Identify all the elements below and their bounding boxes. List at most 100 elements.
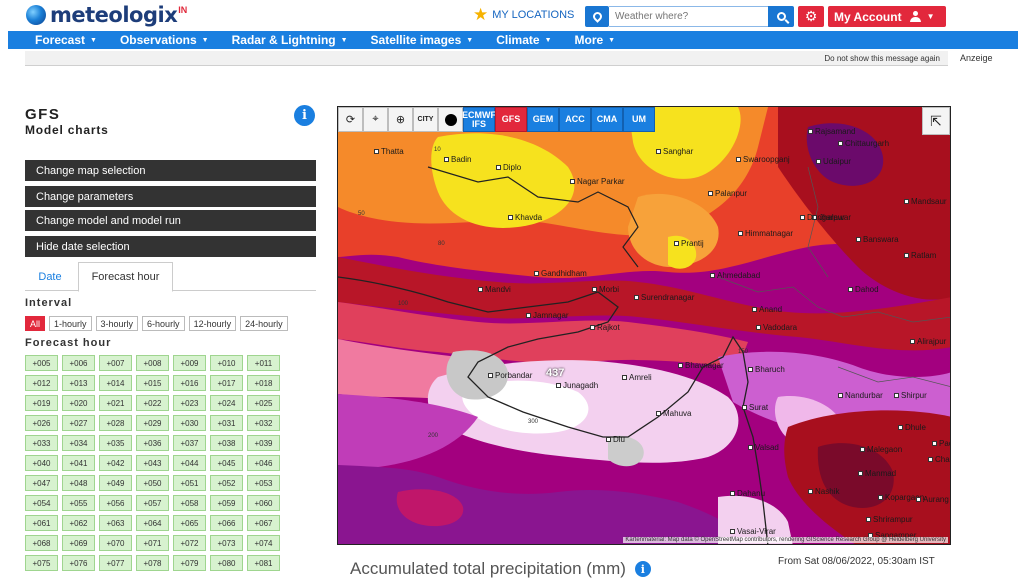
forecast-hour-button[interactable]: +011 <box>247 355 280 371</box>
search-button[interactable] <box>768 6 794 27</box>
nav-forecast[interactable]: Forecast ▼ <box>35 33 97 47</box>
interval-option[interactable]: All <box>25 316 46 331</box>
forecast-hour-button[interactable]: +006 <box>62 355 95 371</box>
forecast-hour-button[interactable]: +060 <box>247 495 280 511</box>
forecast-hour-button[interactable]: +069 <box>62 535 95 551</box>
forecast-hour-button[interactable]: +062 <box>62 515 95 531</box>
zoom-button[interactable]: ⊕ <box>388 107 413 132</box>
model-button[interactable]: GEM <box>527 107 559 132</box>
pin-button[interactable]: ⌖ <box>363 107 388 132</box>
forecast-hour-button[interactable]: +076 <box>62 555 95 571</box>
forecast-hour-button[interactable]: +049 <box>99 475 132 491</box>
forecast-hour-button[interactable]: +013 <box>62 375 95 391</box>
forecast-hour-button[interactable]: +042 <box>99 455 132 471</box>
forecast-hour-button[interactable]: +046 <box>247 455 280 471</box>
forecast-hour-button[interactable]: +063 <box>99 515 132 531</box>
model-button[interactable]: GFS <box>495 107 527 132</box>
forecast-hour-button[interactable]: +044 <box>173 455 206 471</box>
forecast-hour-button[interactable]: +064 <box>136 515 169 531</box>
forecast-hour-button[interactable]: +075 <box>25 555 58 571</box>
interval-option[interactable]: 6-hourly <box>142 316 185 331</box>
forecast-hour-button[interactable]: +038 <box>210 435 243 451</box>
forecast-hour-button[interactable]: +057 <box>136 495 169 511</box>
forecast-hour-button[interactable]: +047 <box>25 475 58 491</box>
forecast-hour-button[interactable]: +016 <box>173 375 206 391</box>
forecast-hour-button[interactable]: +074 <box>247 535 280 551</box>
forecast-hour-button[interactable]: +056 <box>99 495 132 511</box>
forecast-hour-button[interactable]: +012 <box>25 375 58 391</box>
forecast-hour-button[interactable]: +059 <box>210 495 243 511</box>
forecast-hour-button[interactable]: +067 <box>247 515 280 531</box>
forecast-hour-button[interactable]: +036 <box>136 435 169 451</box>
share-button[interactable]: ⇱ <box>922 107 950 135</box>
my-locations-link[interactable]: ★ MY LOCATIONS <box>473 6 574 23</box>
interval-option[interactable]: 1-hourly <box>49 316 92 331</box>
search-input[interactable] <box>609 6 769 27</box>
model-button[interactable]: UM <box>623 107 655 132</box>
settings-button[interactable]: ⚙ <box>798 6 824 27</box>
nav-more[interactable]: More ▼ <box>575 33 616 47</box>
forecast-hour-button[interactable]: +037 <box>173 435 206 451</box>
my-account-button[interactable]: My Account ▼ <box>828 6 946 27</box>
forecast-hour-button[interactable]: +040 <box>25 455 58 471</box>
change-model-button[interactable]: Change model and model run <box>25 210 316 231</box>
forecast-hour-button[interactable]: +033 <box>25 435 58 451</box>
forecast-hour-button[interactable]: +048 <box>62 475 95 491</box>
interval-option[interactable]: 3-hourly <box>95 316 139 331</box>
info-icon[interactable]: i <box>294 105 315 126</box>
interval-option[interactable]: 24-hourly <box>240 316 288 331</box>
forecast-hour-button[interactable]: +054 <box>25 495 58 511</box>
forecast-hour-button[interactable]: +039 <box>247 435 280 451</box>
change-parameters-button[interactable]: Change parameters <box>25 186 316 207</box>
forecast-hour-button[interactable]: +050 <box>136 475 169 491</box>
forecast-hour-button[interactable]: +019 <box>25 395 58 411</box>
forecast-hour-button[interactable]: +005 <box>25 355 58 371</box>
nav-climate[interactable]: Climate ▼ <box>496 33 551 47</box>
forecast-hour-button[interactable]: +008 <box>136 355 169 371</box>
forecast-hour-button[interactable]: +079 <box>173 555 206 571</box>
forecast-hour-button[interactable]: +065 <box>173 515 206 531</box>
forecast-hour-button[interactable]: +007 <box>99 355 132 371</box>
forecast-hour-button[interactable]: +028 <box>99 415 132 431</box>
forecast-hour-button[interactable]: +070 <box>99 535 132 551</box>
forecast-hour-button[interactable]: +017 <box>210 375 243 391</box>
forecast-hour-button[interactable]: +052 <box>210 475 243 491</box>
forecast-hour-button[interactable]: +021 <box>99 395 132 411</box>
forecast-hour-button[interactable]: +024 <box>210 395 243 411</box>
forecast-hour-button[interactable]: +053 <box>247 475 280 491</box>
forecast-hour-button[interactable]: +077 <box>99 555 132 571</box>
forecast-hour-button[interactable]: +009 <box>173 355 206 371</box>
forecast-hour-button[interactable]: +034 <box>62 435 95 451</box>
tab-forecast-hour[interactable]: Forecast hour <box>78 262 173 292</box>
location-pin-button[interactable] <box>585 6 609 27</box>
nav-satellite-images[interactable]: Satellite images ▼ <box>371 33 474 47</box>
info-icon[interactable]: i <box>634 561 651 577</box>
hide-date-selection-button[interactable]: Hide date selection <box>25 236 316 257</box>
forecast-hour-button[interactable]: +078 <box>136 555 169 571</box>
refresh-button[interactable]: ⟳ <box>338 107 363 132</box>
forecast-hour-button[interactable]: +031 <box>210 415 243 431</box>
dot-button[interactable] <box>438 107 463 132</box>
precipitation-map[interactable]: ⟳ ⌖ ⊕ CITY ECMWF IFS GFS GEM ACC CMA UM ⇱ Tha… <box>337 106 951 545</box>
forecast-hour-button[interactable]: +035 <box>99 435 132 451</box>
forecast-hour-button[interactable]: +029 <box>136 415 169 431</box>
forecast-hour-button[interactable]: +058 <box>173 495 206 511</box>
forecast-hour-button[interactable]: +026 <box>25 415 58 431</box>
forecast-hour-button[interactable]: +043 <box>136 455 169 471</box>
forecast-hour-button[interactable]: +081 <box>247 555 280 571</box>
forecast-hour-button[interactable]: +030 <box>173 415 206 431</box>
change-map-selection-button[interactable]: Change map selection <box>25 160 316 181</box>
forecast-hour-button[interactable]: +071 <box>136 535 169 551</box>
nav-observations[interactable]: Observations ▼ <box>120 33 209 47</box>
forecast-hour-button[interactable]: +032 <box>247 415 280 431</box>
forecast-hour-button[interactable]: +041 <box>62 455 95 471</box>
logo[interactable]: meteologix IN <box>26 3 187 27</box>
forecast-hour-button[interactable]: +055 <box>62 495 95 511</box>
forecast-hour-button[interactable]: +027 <box>62 415 95 431</box>
model-button[interactable]: ECMWF IFS <box>462 107 496 132</box>
forecast-hour-button[interactable]: +066 <box>210 515 243 531</box>
forecast-hour-button[interactable]: +025 <box>247 395 280 411</box>
forecast-hour-button[interactable]: +015 <box>136 375 169 391</box>
forecast-hour-button[interactable]: +061 <box>25 515 58 531</box>
model-button[interactable]: ACC <box>559 107 591 132</box>
